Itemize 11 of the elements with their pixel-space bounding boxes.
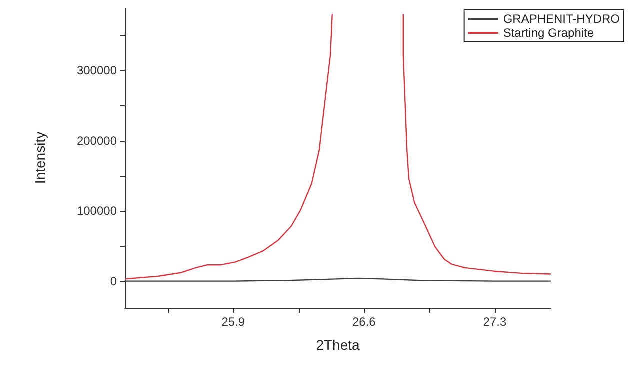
legend-label: Starting Graphite <box>503 26 594 40</box>
x-tick-label: 26.6 <box>352 315 376 329</box>
y-axis-title: Intensity <box>32 132 48 184</box>
y-tick-label: 300000 <box>76 64 118 78</box>
y-tick-label: 100000 <box>76 204 118 218</box>
y-tick-label: 200000 <box>76 134 118 148</box>
x-tick-label: 27.3 <box>483 315 507 329</box>
legend-label: GRAPHENIT-HYDRO <box>503 12 620 26</box>
x-tick-label: 25.9 <box>222 315 246 329</box>
x-axis-title: 2Theta <box>316 337 360 353</box>
y-tick-label: 0 <box>110 274 118 288</box>
